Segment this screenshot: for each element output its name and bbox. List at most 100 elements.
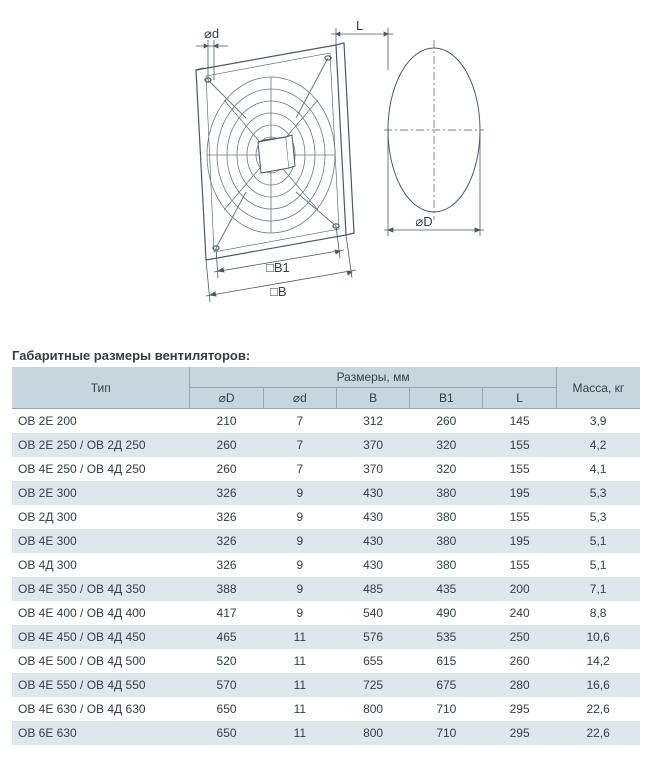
cell-mass: 5,3	[556, 481, 640, 505]
col-B1: B1	[410, 388, 483, 409]
label-d: ⌀d	[204, 26, 219, 41]
cell-mass: 5,1	[556, 529, 640, 553]
cell-d: 11	[263, 721, 336, 745]
cell-B1: 675	[410, 673, 483, 697]
cell-type: ОВ 2Е 300	[12, 481, 190, 505]
cell-B1: 710	[410, 697, 483, 721]
cell-L: 250	[483, 625, 556, 649]
cell-L: 155	[483, 553, 556, 577]
cell-B: 430	[336, 481, 409, 505]
cell-B1: 260	[410, 409, 483, 434]
dimensions-table: ТипРазмеры, ммМасса, кг⌀D⌀dBB1L ОВ 2Е 20…	[12, 367, 640, 745]
cell-mass: 22,6	[556, 697, 640, 721]
cell-B1: 320	[410, 457, 483, 481]
cell-B1: 490	[410, 601, 483, 625]
cell-mass: 22,6	[556, 721, 640, 745]
table-row: ОВ 4Е 450 / ОВ 4Д 4504651157653525010,6	[12, 625, 640, 649]
cell-B: 800	[336, 721, 409, 745]
cell-mass: 4,2	[556, 433, 640, 457]
cell-B: 370	[336, 457, 409, 481]
cell-type: ОВ 4Е 500 / ОВ 4Д 500	[12, 649, 190, 673]
cell-type: ОВ 4Е 400 / ОВ 4Д 400	[12, 601, 190, 625]
cell-B: 576	[336, 625, 409, 649]
cell-B1: 320	[410, 433, 483, 457]
cell-type: ОВ 4Е 250 / ОВ 4Д 250	[12, 457, 190, 481]
table-body: ОВ 2Е 20021073122601453,9ОВ 2Е 250 / ОВ …	[12, 409, 640, 746]
cell-mass: 4,1	[556, 457, 640, 481]
cell-type: ОВ 4Е 300	[12, 529, 190, 553]
cell-L: 280	[483, 673, 556, 697]
cell-L: 155	[483, 457, 556, 481]
cell-B1: 535	[410, 625, 483, 649]
cell-d: 9	[263, 481, 336, 505]
page: ⌀d L ⌀D	[0, 0, 652, 765]
cell-d: 9	[263, 553, 336, 577]
col-⌀d: ⌀d	[263, 388, 336, 409]
cell-D: 326	[190, 529, 263, 553]
cell-B1: 380	[410, 505, 483, 529]
cell-B: 312	[336, 409, 409, 434]
cell-B: 485	[336, 577, 409, 601]
diagram-container: ⌀d L ⌀D	[12, 0, 640, 340]
cell-type: ОВ 4Е 550 / ОВ 4Д 550	[12, 673, 190, 697]
cell-D: 326	[190, 481, 263, 505]
cell-type: ОВ 4Е 630 / ОВ 4Д 630	[12, 697, 190, 721]
cell-B: 430	[336, 505, 409, 529]
cell-d: 9	[263, 505, 336, 529]
cell-L: 200	[483, 577, 556, 601]
cell-B1: 710	[410, 721, 483, 745]
cell-d: 9	[263, 577, 336, 601]
cell-D: 326	[190, 505, 263, 529]
cell-L: 195	[483, 529, 556, 553]
table-row: ОВ 2Д 30032694303801555,3	[12, 505, 640, 529]
cell-D: 388	[190, 577, 263, 601]
table-row: ОВ 4Е 350 / ОВ 4Д 35038894854352007,1	[12, 577, 640, 601]
fan-dimension-diagram: ⌀d L ⌀D	[136, 10, 516, 320]
cell-d: 11	[263, 673, 336, 697]
cell-L: 295	[483, 697, 556, 721]
cell-L: 145	[483, 409, 556, 434]
table-row: ОВ 2Е 30032694303801955,3	[12, 481, 640, 505]
cell-D: 570	[190, 673, 263, 697]
cell-L: 195	[483, 481, 556, 505]
col-group-dimensions: Размеры, мм	[190, 367, 556, 388]
cell-mass: 5,1	[556, 553, 640, 577]
cell-d: 7	[263, 457, 336, 481]
cell-d: 7	[263, 433, 336, 457]
table-row: ОВ 2Е 20021073122601453,9	[12, 409, 640, 434]
table-row: ОВ 4Е 550 / ОВ 4Д 5505701172567528016,6	[12, 673, 640, 697]
cell-d: 11	[263, 625, 336, 649]
cell-L: 155	[483, 433, 556, 457]
cell-d: 11	[263, 649, 336, 673]
cell-D: 520	[190, 649, 263, 673]
label-B1: □B1	[266, 260, 290, 275]
table-row: ОВ 6Е 6306501180071029522,6	[12, 721, 640, 745]
col-B: B	[336, 388, 409, 409]
label-L: L	[356, 18, 363, 33]
cell-B: 370	[336, 433, 409, 457]
label-B: □B	[270, 284, 287, 299]
cell-B: 800	[336, 697, 409, 721]
cell-D: 650	[190, 697, 263, 721]
cell-B1: 380	[410, 481, 483, 505]
table-header: ТипРазмеры, ммМасса, кг⌀D⌀dBB1L	[12, 367, 640, 409]
cell-B1: 615	[410, 649, 483, 673]
cell-mass: 8,8	[556, 601, 640, 625]
cell-type: ОВ 4Е 450 / ОВ 4Д 450	[12, 625, 190, 649]
cell-D: 326	[190, 553, 263, 577]
table-row: ОВ 4Е 30032694303801955,1	[12, 529, 640, 553]
cell-mass: 16,6	[556, 673, 640, 697]
table-row: ОВ 2Е 250 / ОВ 2Д 25026073703201554,2	[12, 433, 640, 457]
cell-mass: 5,3	[556, 505, 640, 529]
cell-D: 417	[190, 601, 263, 625]
cell-type: ОВ 2Е 250 / ОВ 2Д 250	[12, 433, 190, 457]
cell-L: 260	[483, 649, 556, 673]
table-row: ОВ 4Е 630 / ОВ 4Д 6306501180071029522,6	[12, 697, 640, 721]
cell-L: 295	[483, 721, 556, 745]
cell-B: 430	[336, 553, 409, 577]
cell-D: 650	[190, 721, 263, 745]
cell-d: 9	[263, 601, 336, 625]
cell-type: ОВ 4Е 350 / ОВ 4Д 350	[12, 577, 190, 601]
cell-B1: 380	[410, 529, 483, 553]
cell-d: 11	[263, 697, 336, 721]
